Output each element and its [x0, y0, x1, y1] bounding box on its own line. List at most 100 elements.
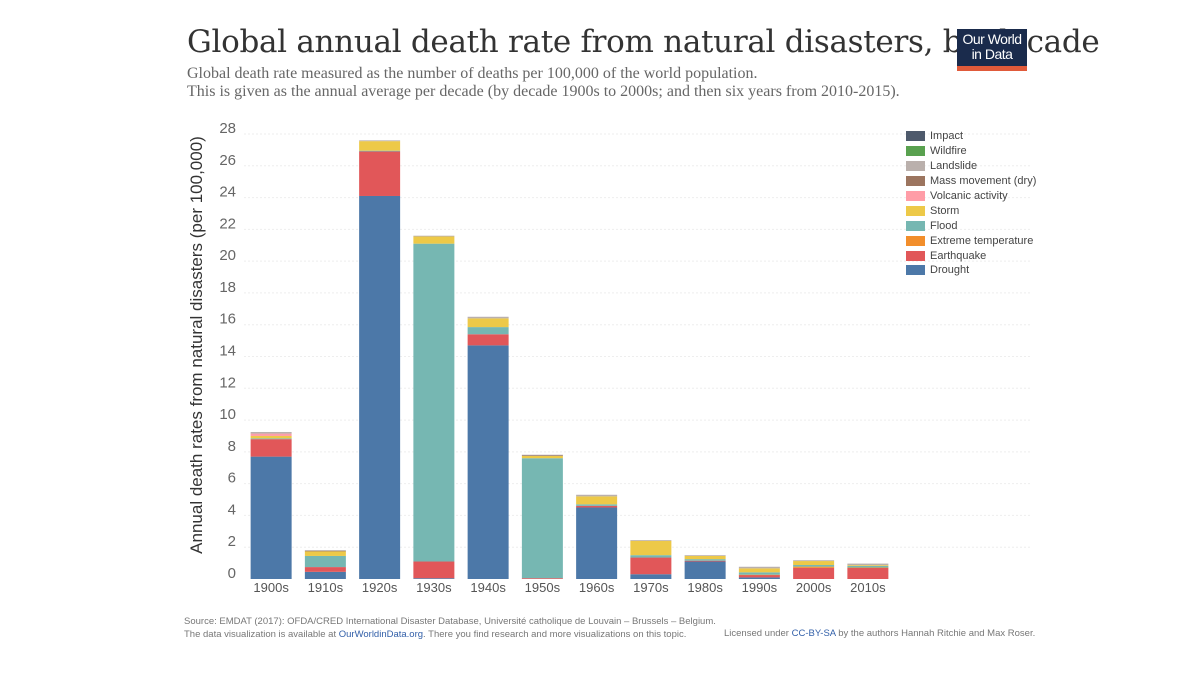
legend-label: Storm — [930, 204, 960, 217]
bar-segment-landslide — [467, 316, 509, 319]
subtitle-line-2: This is given as the annual average per … — [187, 83, 900, 100]
x-tick-label: 1920s — [362, 580, 398, 595]
bar-segment-landslide — [576, 494, 618, 497]
bar-segment-landslide — [250, 431, 292, 434]
x-tick-label: 1900s — [253, 580, 289, 595]
bar-segment-drought — [738, 577, 780, 579]
bar-segment-storm — [847, 565, 889, 566]
availability-prefix: The data visualization is available at — [184, 628, 339, 640]
legend-item[interactable]: Flood — [906, 218, 1036, 233]
legend-label: Impact — [930, 130, 964, 143]
availability-suffix: . There you find research and more visua… — [423, 628, 687, 640]
bar-segment-earthquake — [304, 567, 346, 572]
bar-segment-flood — [521, 458, 563, 579]
bar-segment-earthquake — [521, 578, 563, 579]
bar-segment-landslide — [413, 235, 455, 237]
footer-source: Source: EMDAT (2017): OFDA/CRED Internat… — [184, 616, 716, 641]
bar-segment-landslide — [521, 454, 563, 456]
legend-item[interactable]: Extreme temperature — [906, 233, 1036, 248]
bar-segment-landslide — [630, 540, 672, 541]
x-axis-ticks: 1900s 1910s 1920s 1930s 1940s 1950s 1960s 1970s… — [253, 580, 886, 595]
legend-label: Wildfire — [930, 145, 967, 158]
legend-item[interactable]: Volcanic activity — [906, 189, 1036, 204]
y-tick-label: 18 — [219, 279, 236, 296]
license-prefix: Licensed under — [724, 628, 792, 639]
y-tick-label: 2 — [228, 533, 236, 550]
legend-swatch — [906, 205, 925, 216]
bar-segment-drought — [576, 507, 618, 579]
bar-segment-storm — [359, 141, 401, 151]
legend-swatch — [906, 220, 925, 231]
bar-segment-flood — [359, 150, 401, 152]
bar-segment-storm — [521, 455, 563, 459]
bar-segment-flood — [576, 504, 618, 506]
bar-segment-flood — [793, 565, 835, 567]
legend-item[interactable]: Drought — [906, 263, 1036, 278]
source-text: Source: EMDAT (2017): OFDA/CRED Internat… — [184, 616, 716, 627]
x-tick-label: 2010s — [850, 580, 886, 595]
bar-segment-flood — [630, 555, 672, 558]
availability-text: The data visualization is available at O… — [184, 629, 716, 642]
y-axis-label: Annual death rates from natural disaster… — [187, 136, 206, 554]
bar-segment-flood — [738, 572, 780, 575]
logo-line-2: in Data — [971, 46, 1013, 62]
bar-segment-earthquake — [793, 567, 835, 579]
y-tick-label: 0 — [228, 565, 236, 582]
y-tick-label: 20 — [219, 247, 236, 264]
legend-item[interactable]: Impact — [906, 129, 1036, 144]
y-tick-label: 10 — [219, 406, 236, 423]
x-tick-label: 1980s — [687, 580, 723, 595]
legend: Impact Wildfire Landslide Mass movement (dr… — [906, 129, 1036, 278]
y-tick-label: 24 — [219, 184, 236, 201]
y-tick-label: 6 — [228, 470, 236, 487]
bar-segment-flood — [304, 555, 346, 568]
bar-segment-storm — [630, 540, 672, 556]
legend-label: Drought — [930, 264, 970, 277]
legend-swatch — [906, 191, 925, 201]
bar-segment-mass-movement-dry — [521, 455, 563, 457]
license-link[interactable]: CC-BY-SA — [791, 628, 836, 639]
license-suffix: by the authors Hannah Ritchie and Max Ro… — [835, 628, 1036, 639]
legend-swatch — [906, 146, 925, 157]
legend-label: Flood — [930, 219, 958, 232]
owid-link[interactable]: OurWorldinData.org — [338, 628, 424, 640]
x-tick-label: 1960s — [579, 580, 615, 595]
legend-item[interactable]: Earthquake — [906, 248, 1036, 263]
bar-segment-flood — [684, 559, 726, 561]
logo-accent-bar — [957, 66, 1027, 71]
y-tick-label: 26 — [219, 152, 236, 169]
our-world-in-data-logo[interactable]: Our World in Data — [957, 29, 1027, 71]
bar-segment-earthquake — [576, 505, 618, 508]
bar-segment-landslide — [793, 560, 835, 562]
legend-item[interactable]: Mass movement (dry) — [906, 174, 1036, 189]
legend-label: Mass movement (dry) — [930, 175, 1037, 188]
legend-label: Earthquake — [930, 249, 987, 262]
bar-segment-storm — [467, 318, 509, 328]
bar-segment-landslide — [847, 563, 889, 566]
bar-segment-storm — [250, 435, 292, 439]
bar-segment-drought — [359, 195, 401, 579]
logo-line-1: Our World — [962, 31, 1022, 47]
legend-item[interactable]: Storm — [906, 203, 1036, 218]
legend-item[interactable]: Landslide — [906, 159, 1036, 174]
bar-segment-storm — [684, 555, 726, 560]
bar-segment-flood — [250, 438, 292, 440]
legend-item[interactable]: Wildfire — [906, 144, 1036, 159]
x-tick-label: 1990s — [742, 580, 778, 595]
y-tick-label: 14 — [219, 343, 236, 360]
bar-segment-extreme-temperature — [847, 567, 889, 569]
bar-segment-storm — [738, 568, 780, 573]
legend-swatch — [906, 250, 925, 261]
bar-segment-flood — [467, 327, 509, 335]
bar-segment-earthquake — [738, 575, 780, 578]
bar-segment-earthquake — [847, 567, 889, 579]
bar-segment-landslide — [738, 566, 780, 569]
y-tick-label: 22 — [219, 215, 236, 232]
x-tick-label: 1930s — [416, 580, 452, 595]
chart-subtitle: Global death rate measured as the number… — [187, 65, 900, 101]
y-tick-label: 4 — [228, 501, 236, 518]
x-tick-label: 1950s — [525, 580, 561, 595]
chart-title: Global annual death rate from natural di… — [187, 24, 1100, 60]
legend-label: Volcanic activity — [930, 190, 1008, 202]
